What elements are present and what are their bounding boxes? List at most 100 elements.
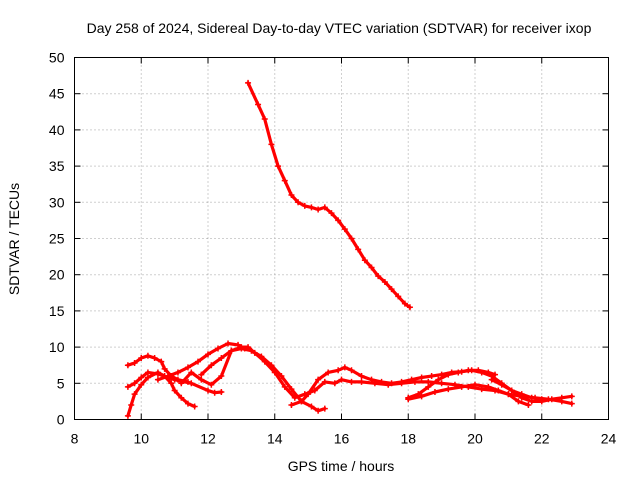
data-point bbox=[164, 373, 171, 380]
x-tick-label: 18 bbox=[400, 431, 416, 447]
data-point bbox=[301, 202, 308, 209]
data-point bbox=[315, 407, 322, 414]
y-tick-label: 35 bbox=[49, 158, 65, 174]
data-point bbox=[205, 387, 211, 394]
y-tick-label: 15 bbox=[49, 303, 65, 319]
data-point bbox=[208, 381, 215, 388]
series-line bbox=[246, 81, 412, 309]
data-point bbox=[295, 199, 302, 206]
data-point bbox=[401, 300, 408, 307]
y-tick-label: 30 bbox=[49, 194, 65, 210]
data-point bbox=[348, 235, 355, 242]
data-point bbox=[438, 380, 445, 387]
data-point bbox=[188, 369, 195, 376]
data-point bbox=[138, 354, 145, 361]
data-point bbox=[418, 393, 425, 400]
series-sat-j bbox=[488, 376, 575, 405]
data-point bbox=[191, 403, 198, 410]
y-tick-label: 45 bbox=[49, 86, 65, 102]
data-point bbox=[368, 376, 375, 383]
data-point bbox=[305, 391, 312, 398]
data-point bbox=[198, 371, 205, 378]
data-point bbox=[485, 369, 492, 376]
data-point bbox=[174, 376, 181, 383]
data-point bbox=[208, 362, 215, 369]
data-point bbox=[488, 376, 495, 383]
data-point bbox=[455, 369, 462, 376]
data-point bbox=[281, 177, 288, 184]
data-point bbox=[198, 376, 205, 383]
data-point bbox=[151, 354, 158, 361]
x-tick-label: 8 bbox=[71, 431, 79, 447]
data-point bbox=[308, 403, 315, 410]
grid-layer bbox=[74, 57, 609, 420]
data-point bbox=[341, 226, 348, 233]
data-point bbox=[381, 278, 388, 285]
data-point bbox=[174, 369, 181, 376]
y-tick-label: 0 bbox=[57, 412, 65, 428]
data-point bbox=[375, 273, 382, 280]
data-point bbox=[124, 383, 131, 390]
data-point bbox=[508, 387, 515, 394]
data-point bbox=[358, 373, 365, 380]
series-sat-c bbox=[124, 352, 191, 385]
data-point bbox=[435, 376, 442, 383]
x-tick-label: 12 bbox=[200, 431, 216, 447]
data-point bbox=[311, 387, 318, 394]
data-point bbox=[348, 378, 355, 385]
data-point bbox=[368, 264, 375, 271]
series-line bbox=[179, 345, 574, 406]
data-point bbox=[218, 354, 225, 361]
data-point bbox=[515, 398, 522, 405]
data-point bbox=[341, 364, 348, 371]
data-point bbox=[225, 340, 232, 347]
y-tick-label: 20 bbox=[49, 267, 65, 283]
data-point bbox=[398, 378, 405, 385]
data-point bbox=[188, 380, 195, 387]
data-point bbox=[245, 79, 252, 86]
data-point bbox=[144, 369, 151, 376]
data-point bbox=[321, 378, 328, 385]
data-point bbox=[278, 373, 285, 380]
y-axis-title: SDTVAR / TECUs bbox=[6, 183, 22, 295]
data-point bbox=[144, 374, 151, 381]
chart-title: Day 258 of 2024, Sidereal Day-to-day VTE… bbox=[87, 20, 592, 36]
data-point bbox=[465, 367, 472, 374]
data-point bbox=[154, 370, 161, 377]
data-point bbox=[525, 402, 532, 409]
data-point bbox=[568, 393, 575, 400]
data-point bbox=[331, 380, 338, 387]
data-point bbox=[475, 367, 482, 374]
data-point bbox=[131, 391, 138, 398]
x-tick-label: 14 bbox=[267, 431, 283, 447]
data-point bbox=[315, 376, 322, 383]
data-point bbox=[405, 396, 412, 403]
data-point bbox=[335, 367, 342, 374]
data-point bbox=[425, 383, 432, 390]
data-point bbox=[505, 391, 512, 398]
data-point bbox=[538, 398, 545, 405]
data-point bbox=[275, 163, 282, 170]
y-tick-label: 25 bbox=[49, 231, 65, 247]
data-point bbox=[495, 387, 502, 394]
data-point bbox=[268, 362, 275, 369]
data-point bbox=[431, 388, 438, 395]
data-point bbox=[361, 257, 368, 264]
data-point bbox=[194, 358, 201, 365]
data-point bbox=[255, 101, 262, 108]
data-point bbox=[124, 412, 131, 419]
data-point bbox=[528, 398, 535, 405]
data-point bbox=[568, 400, 575, 407]
data-point bbox=[184, 364, 191, 371]
y-tick-label: 40 bbox=[49, 122, 65, 138]
data-point bbox=[184, 378, 191, 385]
data-point bbox=[498, 381, 505, 388]
series-layer bbox=[124, 79, 575, 419]
data-point bbox=[298, 398, 305, 405]
data-point bbox=[428, 373, 435, 380]
series-sat-e bbox=[178, 344, 575, 407]
data-point bbox=[321, 405, 328, 412]
data-point bbox=[378, 378, 385, 385]
data-point bbox=[288, 192, 295, 199]
